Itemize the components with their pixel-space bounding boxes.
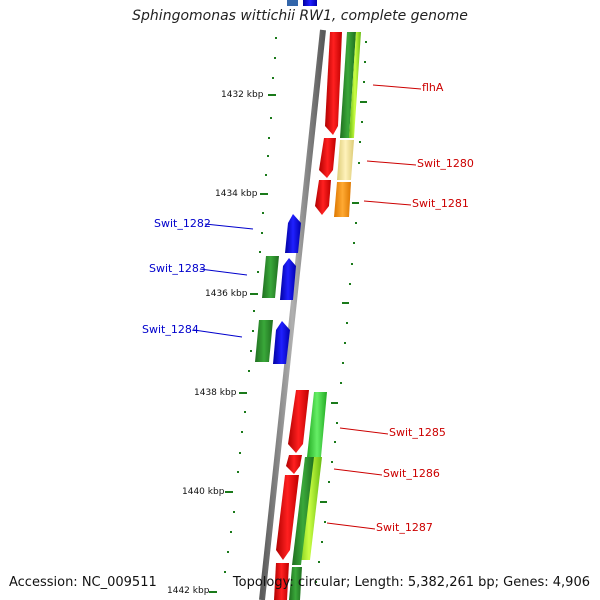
gene-block-yellow[interactable] xyxy=(337,140,354,180)
gene-block-red-3[interactable] xyxy=(315,180,331,215)
gene-swit-1284-blue[interactable] xyxy=(273,321,290,364)
scale-ruler xyxy=(209,37,277,593)
forward-leader-lines xyxy=(326,84,422,530)
accession-text: Accession: NC_009511 xyxy=(9,575,157,590)
gene-block-ltgreen-1[interactable] xyxy=(349,32,361,138)
gene-label-swit-1285[interactable]: Swit_1285 xyxy=(389,426,446,439)
gene-swit-1285-green[interactable] xyxy=(307,392,327,457)
map-title: Sphingomonas wittichii RW1, complete gen… xyxy=(132,8,468,24)
gene-swit-1287-red[interactable] xyxy=(276,475,299,560)
gene-swit-1286-red[interactable] xyxy=(286,455,302,474)
gene-swit-1284-green[interactable] xyxy=(255,320,273,362)
tick-label-1434: 1434 kbp xyxy=(215,189,258,199)
gene-swit-1283-blue[interactable] xyxy=(280,258,296,300)
gene-partial-top-blue xyxy=(303,0,317,6)
tick-label-1438: 1438 kbp xyxy=(194,388,237,398)
gene-label-swit-1287[interactable]: Swit_1287 xyxy=(376,521,433,534)
genome-summary-text: Topology: circular; Length: 5,382,261 bp… xyxy=(232,575,590,590)
gene-label-swit-1282[interactable]: Swit_1282 xyxy=(154,217,211,230)
gene-label-swit-1281[interactable]: Swit_1281 xyxy=(412,197,469,210)
gene-block-orange[interactable] xyxy=(334,182,351,217)
tick-label-1436: 1436 kbp xyxy=(205,289,248,299)
gene-block-dkgreen-1[interactable] xyxy=(340,32,356,138)
gene-bottom-green[interactable] xyxy=(289,567,302,600)
genome-backbone xyxy=(259,29,326,600)
gene-label-swit-1280[interactable]: Swit_1280 xyxy=(417,157,474,170)
gene-partial-top-left xyxy=(287,0,298,6)
gene-label-flhA[interactable]: flhA xyxy=(422,81,444,94)
gene-block-red-1[interactable] xyxy=(325,32,342,135)
gene-swit-1282[interactable] xyxy=(285,214,301,253)
gene-label-swit-1284[interactable]: Swit_1284 xyxy=(142,323,199,336)
reverse-leader-lines xyxy=(193,223,254,338)
gene-swit-1286-dkgreen[interactable] xyxy=(292,457,314,565)
gene-swit-1283-green[interactable] xyxy=(262,256,279,298)
tick-label-1442: 1442 kbp xyxy=(167,586,210,596)
gene-bottom-red[interactable] xyxy=(274,563,289,600)
tick-label-1432: 1432 kbp xyxy=(221,90,264,100)
scale-ruler-right xyxy=(315,41,367,583)
gene-block-red-2[interactable] xyxy=(319,138,336,178)
tick-label-1440: 1440 kbp xyxy=(182,487,225,497)
gene-swit-1285-red[interactable] xyxy=(288,390,309,453)
gene-label-swit-1286[interactable]: Swit_1286 xyxy=(383,467,440,480)
gene-label-swit-1283[interactable]: Swit_1283 xyxy=(149,262,206,275)
